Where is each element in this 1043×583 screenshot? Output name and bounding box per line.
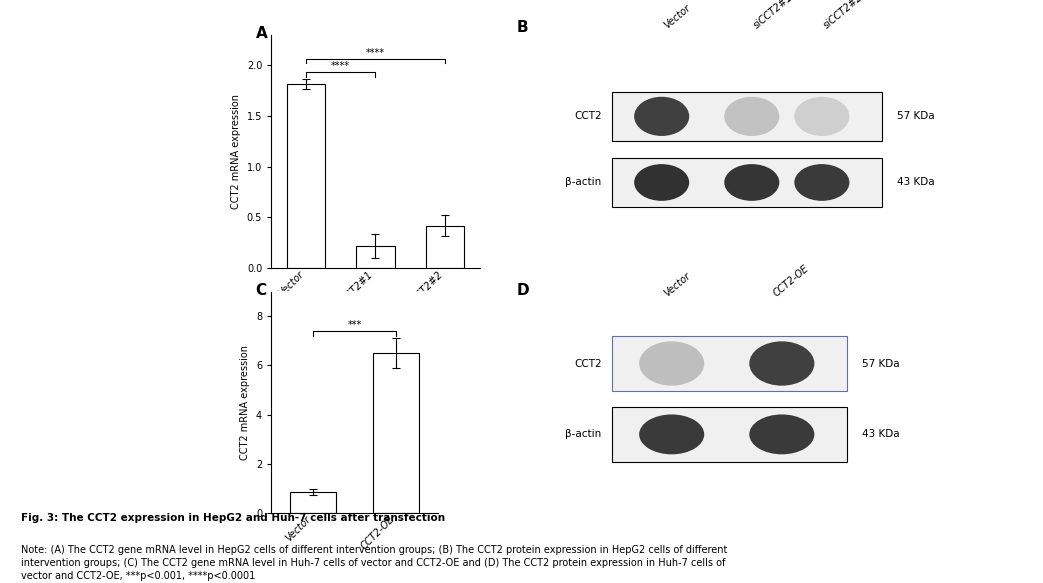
Text: B: B	[516, 20, 528, 36]
Ellipse shape	[724, 164, 779, 201]
Text: 43 KDa: 43 KDa	[862, 430, 899, 440]
Ellipse shape	[749, 341, 815, 386]
Bar	[290, 492, 336, 513]
Bar	[357, 246, 394, 268]
Text: ****: ****	[366, 48, 385, 58]
Text: D: D	[516, 283, 529, 298]
Ellipse shape	[795, 97, 849, 136]
Text: β-actin: β-actin	[565, 430, 602, 440]
Bar	[611, 158, 882, 207]
Text: Note: (A) The CCT2 gene mRNA level in HepG2 cells of different intervention grou: Note: (A) The CCT2 gene mRNA level in He…	[21, 545, 727, 581]
Bar	[426, 226, 464, 268]
Text: 57 KDa: 57 KDa	[897, 111, 935, 121]
Bar	[287, 83, 325, 268]
Text: ***: ***	[347, 319, 362, 329]
Text: C: C	[256, 283, 267, 298]
Text: A: A	[256, 26, 267, 41]
Ellipse shape	[639, 341, 704, 386]
Bar	[611, 407, 847, 462]
Y-axis label: CCT2 mRNA expression: CCT2 mRNA expression	[240, 345, 250, 460]
Text: β-actin: β-actin	[565, 177, 602, 188]
Text: siCCT2#2: siCCT2#2	[822, 0, 865, 31]
Text: CCT2-OE: CCT2-OE	[772, 263, 811, 298]
Text: ****: ****	[332, 61, 350, 72]
Ellipse shape	[634, 97, 689, 136]
Text: Fig. 3: The CCT2 expression in HepG2 and Huh-7 cells after transfection: Fig. 3: The CCT2 expression in HepG2 and…	[21, 513, 445, 523]
Bar	[611, 336, 847, 391]
Ellipse shape	[724, 97, 779, 136]
Text: Vector: Vector	[661, 271, 693, 298]
Ellipse shape	[749, 415, 815, 454]
Text: CCT2: CCT2	[574, 359, 602, 368]
Text: 57 KDa: 57 KDa	[862, 359, 899, 368]
Bar	[611, 92, 882, 141]
Text: CCT2: CCT2	[574, 111, 602, 121]
Ellipse shape	[634, 164, 689, 201]
Text: 43 KDa: 43 KDa	[897, 177, 935, 188]
Ellipse shape	[639, 415, 704, 454]
Bar	[373, 353, 419, 513]
Y-axis label: CCT2 mRNA expression: CCT2 mRNA expression	[232, 94, 241, 209]
Text: siCCT2#1: siCCT2#1	[752, 0, 795, 31]
Ellipse shape	[795, 164, 849, 201]
Text: Vector: Vector	[661, 3, 693, 31]
